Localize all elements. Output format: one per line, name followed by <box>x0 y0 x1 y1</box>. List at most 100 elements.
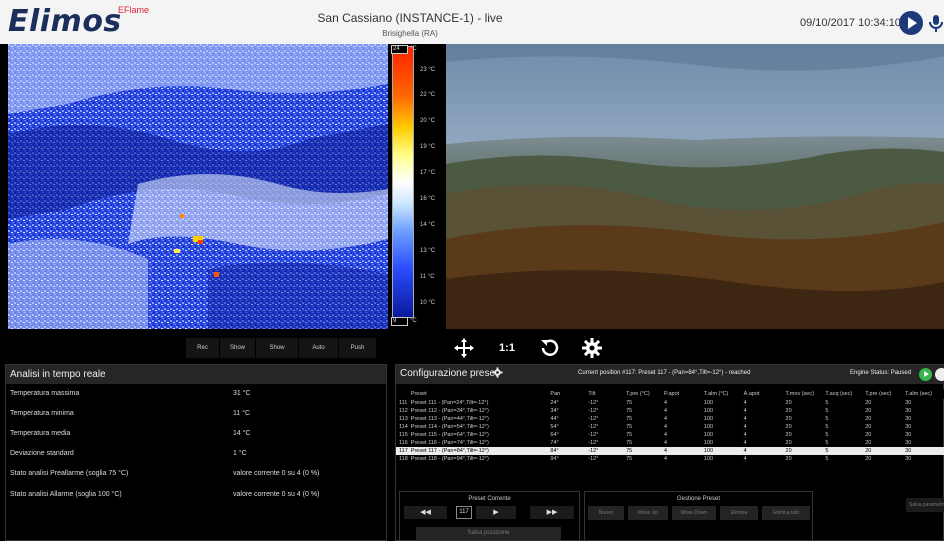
preset-cell: 4 <box>663 400 668 406</box>
metric-value: 31 °C <box>233 390 251 397</box>
preset-row[interactable]: 113 Preset 113 - (Pan=44°,Tilt=-12°) 44° -1… <box>396 415 944 423</box>
engine-stop-button[interactable] <box>935 368 944 381</box>
preset-cell: 30 <box>905 400 912 406</box>
preset-cell: 100 <box>703 408 714 414</box>
preset-row[interactable]: 116 Preset 116 - (Pan=74°,Tilt=-12°) 74° -1… <box>396 439 944 447</box>
preset-cell: 20 <box>785 408 792 414</box>
preset-cell: 4 <box>743 416 747 422</box>
preset-cell: -12° <box>588 424 599 430</box>
column-header[interactable]: Tilt <box>585 389 624 399</box>
preset-cell: 100 <box>703 400 714 406</box>
preset-id-cell: 112 <box>399 408 408 414</box>
preset-id-cell: 114 <box>399 424 408 430</box>
camera-live-image[interactable] <box>446 44 944 329</box>
preset-cell: 5 <box>825 424 829 430</box>
preset-cell: 30 <box>905 432 912 438</box>
preset-row[interactable]: 115 Preset 115 - (Pan=64°,Tilt=-12°) 64° -1… <box>396 431 944 439</box>
preset-cell: 4 <box>663 440 668 446</box>
datetime: 09/10/2017 10:34:10 <box>800 17 901 29</box>
thermal-image[interactable] <box>8 44 388 329</box>
preset-cell: -12° <box>588 400 599 406</box>
scale-min-unit: °C <box>410 318 417 324</box>
scale-min-input[interactable]: 9 <box>391 317 408 326</box>
preset-cell: 4 <box>660 447 701 455</box>
scale-tick: 13 °C <box>420 248 436 254</box>
current-preset-field[interactable]: 117 <box>456 506 472 519</box>
preset-cell: 4 <box>740 447 783 455</box>
preset-row[interactable]: 117 Preset 117 - (Pan=84°,Tilt=-12°) 84° -1… <box>396 447 944 455</box>
preset-cell: Preset 111 - (Pan=24°,Tilt=-12°) <box>410 400 489 406</box>
first-preset-button[interactable]: ◀◀ <box>404 506 447 519</box>
metric-value: valore corrente 0 su 4 (0 %) <box>233 491 320 498</box>
column-header[interactable]: A.apot <box>740 389 783 399</box>
settings-gear-icon[interactable] <box>580 336 604 360</box>
metric-value: 1 °C <box>233 450 247 457</box>
config-gear-icon[interactable] <box>492 367 503 381</box>
push-auto-button[interactable]: Push auto <box>339 338 377 371</box>
preset-id-cell: 113 <box>399 416 408 422</box>
next-preset-button[interactable]: ▶ <box>476 506 516 519</box>
preset-cell: 44° <box>550 416 559 422</box>
rec-button[interactable]: Rec <box>186 338 220 358</box>
column-header[interactable]: T.alm (°C) <box>700 389 741 399</box>
preset-cell: 30 <box>905 408 912 414</box>
preset-cell: 4 <box>663 416 668 422</box>
save-parameters-button[interactable]: Salva parametri <box>906 498 944 512</box>
preset-row[interactable]: 112 Preset 112 - (Pan=34°,Tilt=-12°) 34° -1… <box>396 407 944 415</box>
realtime-analysis-panel: Analisi in tempo reale Temperatura massi… <box>5 364 387 541</box>
engine-play-button[interactable] <box>919 368 932 381</box>
microphone-icon[interactable] <box>928 13 944 33</box>
last-preset-button[interactable]: ▶▶ <box>530 506 574 519</box>
save-position-button[interactable]: Salva posizione <box>416 527 561 540</box>
auto-range-button[interactable]: Auto range <box>299 338 339 371</box>
instance-location: Brisighella (RA) <box>382 29 438 38</box>
metric-value: 14 °C <box>233 430 251 437</box>
preset-cell: Preset 115 - (Pan=64°,Tilt=-12°) <box>410 432 489 438</box>
scale-max-unit: °C <box>410 46 417 52</box>
column-header[interactable]: Pan <box>547 389 586 399</box>
zoom-one-to-one-button[interactable]: 1:1 <box>499 342 515 354</box>
preset-cell: 5 <box>825 456 829 462</box>
column-header[interactable]: T.pre (°C) <box>623 389 661 399</box>
show-prealarm-button[interactable]: Show Prealm <box>256 338 299 371</box>
preset-row[interactable]: 118 Preset 118 - (Pan=94°,Tilt=-12°) 94° -1… <box>396 455 944 463</box>
metric-label: Stato analisi Preallarme (soglia 75 °C) <box>10 470 129 477</box>
preset-cell: 4 <box>743 408 747 414</box>
move-down-button[interactable]: Move Down <box>672 506 716 520</box>
preset-cell: 4 <box>743 432 747 438</box>
play-button[interactable] <box>899 11 923 35</box>
delete-all-presets-button[interactable]: Elimina tutti <box>762 506 810 520</box>
preset-cell: 20 <box>865 416 872 422</box>
preset-row[interactable]: 111 Preset 111 - (Pan=24°,Tilt=-12°) 24° -1… <box>396 399 944 407</box>
instance-title: San Cassiano (INSTANCE-1) - live <box>317 11 503 25</box>
preset-cell: 4 <box>743 456 747 462</box>
preset-cell: 74° <box>550 440 559 446</box>
column-header[interactable]: T.mov (sec) <box>782 389 823 399</box>
preset-cell: 20 <box>865 440 872 446</box>
delete-preset-button[interactable]: Elimina <box>720 506 758 520</box>
column-header[interactable]: P.apot <box>660 389 701 399</box>
preset-config-panel: Configurazione preset Current position #… <box>395 364 944 541</box>
column-header[interactable]: T.alm (sec) <box>902 389 944 399</box>
preset-cell: -12° <box>585 447 624 455</box>
move-up-button[interactable]: Move Up <box>628 506 668 520</box>
column-header[interactable]: T.acq (sec) <box>822 389 863 399</box>
preset-row[interactable]: 114 Preset 114 - (Pan=54°,Tilt=-12°) 54° -1… <box>396 423 944 431</box>
camera-controls: 1:1 <box>446 332 626 362</box>
move-arrows-icon[interactable] <box>452 336 476 360</box>
preset-cell: 20 <box>865 408 872 414</box>
column-header[interactable]: T.pre (sec) <box>862 389 903 399</box>
preset-management-title: Gestione Preset <box>676 496 721 502</box>
preset-cell: -12° <box>588 416 599 422</box>
column-header[interactable]: Preset <box>407 389 548 399</box>
preset-cell: 20 <box>865 424 872 430</box>
preset-cell: Preset 118 - (Pan=94°,Tilt=-12°) <box>410 456 489 462</box>
preset-cell: 4 <box>663 408 668 414</box>
show-alarm-button[interactable]: Show Alm <box>220 338 256 371</box>
reset-icon[interactable] <box>538 336 562 360</box>
preset-id-cell: 111 <box>399 400 408 406</box>
preset-cell: Preset 112 - (Pan=34°,Tilt=-12°) <box>410 408 489 414</box>
scale-max-input[interactable]: 24 <box>391 45 408 54</box>
new-preset-button[interactable]: Nuovo <box>588 506 624 520</box>
preset-cell: 75 <box>626 408 633 414</box>
